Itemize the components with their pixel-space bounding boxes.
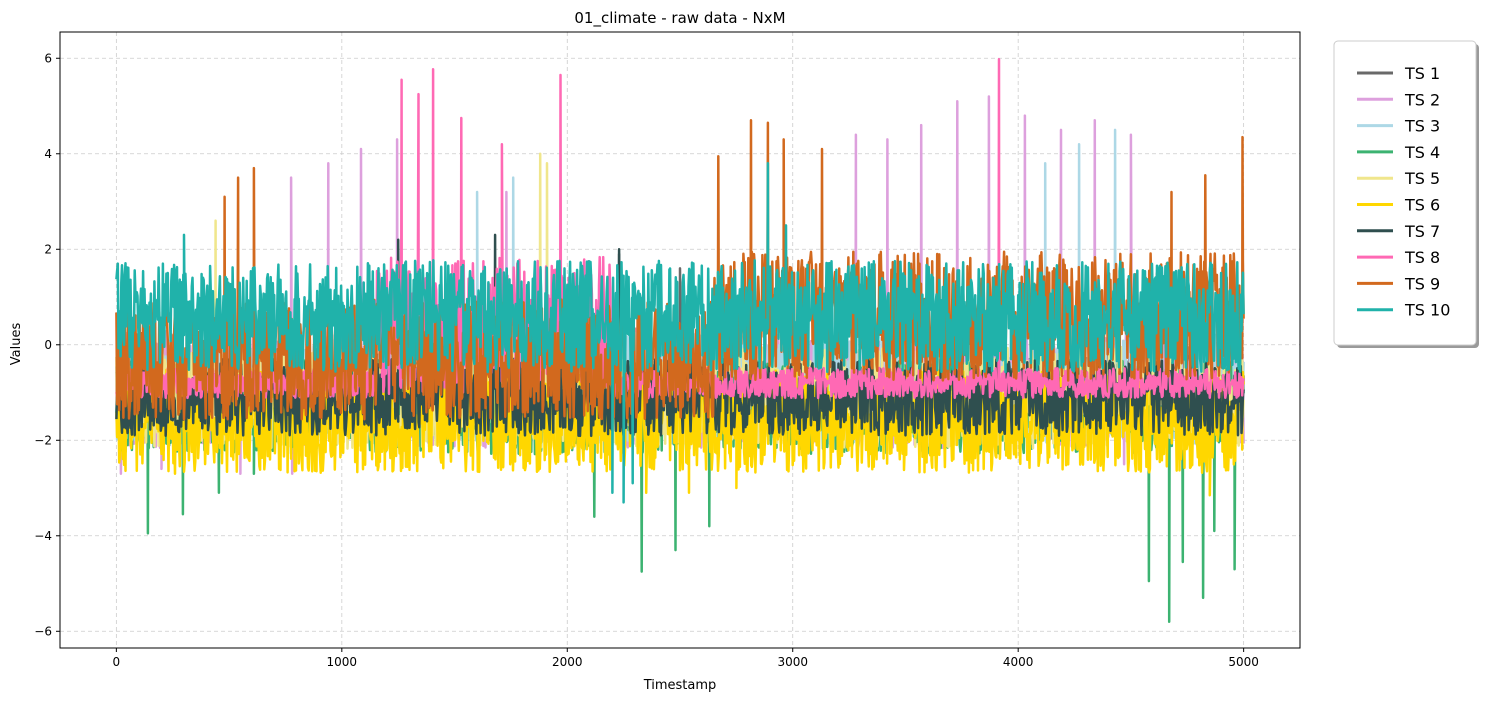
series-line-10	[115, 162, 1245, 504]
x-tick-label: 0	[113, 655, 121, 669]
legend-entry-label: TS 7	[1404, 222, 1440, 241]
y-tick-label: 6	[44, 51, 52, 65]
series-lines	[115, 57, 1245, 623]
legend-entry-label: TS 10	[1404, 301, 1450, 320]
legend-entry-label: TS 9	[1404, 274, 1440, 293]
legend-entry-label: TS 8	[1404, 248, 1440, 267]
plot-area-frame	[59, 31, 1301, 649]
y-tick-label: 4	[44, 147, 52, 161]
y-tick-label: −6	[34, 624, 52, 638]
legend-entry-label: TS 2	[1404, 90, 1440, 109]
legend-box	[1333, 40, 1477, 346]
y-tick-label: −2	[34, 433, 52, 447]
legend-entry-label: TS 5	[1404, 169, 1440, 188]
x-tick-label: 2000	[552, 655, 583, 669]
y-tick-label: −4	[34, 529, 52, 543]
chart-title: 01_climate - raw data - NxM	[574, 9, 785, 28]
y-axis-label: Values	[9, 323, 24, 366]
legend-entry-label: TS 6	[1404, 196, 1440, 215]
x-tick-label: 3000	[777, 655, 808, 669]
legend-entry-label: TS 1	[1404, 64, 1440, 83]
x-tick-label: 1000	[327, 655, 358, 669]
y-tick-label: 0	[44, 338, 52, 352]
legend-entry-label: TS 4	[1404, 143, 1440, 162]
y-tick-label: 2	[44, 242, 52, 256]
x-tick-label: 5000	[1228, 655, 1259, 669]
axis-ticks: 0 1000 2000 3000 4000 5000 −6 −4 −2 0 2 4 6	[34, 51, 1259, 669]
legend-entry-label: TS 3	[1404, 117, 1440, 136]
x-axis-label: Timestamp	[643, 678, 717, 693]
legend: TS 1 TS 2 TS 3 TS 4 TS 5 TS 6 TS 7 TS 8 TS 9 TS 1…	[1333, 40, 1479, 348]
x-tick-label: 4000	[1003, 655, 1034, 669]
